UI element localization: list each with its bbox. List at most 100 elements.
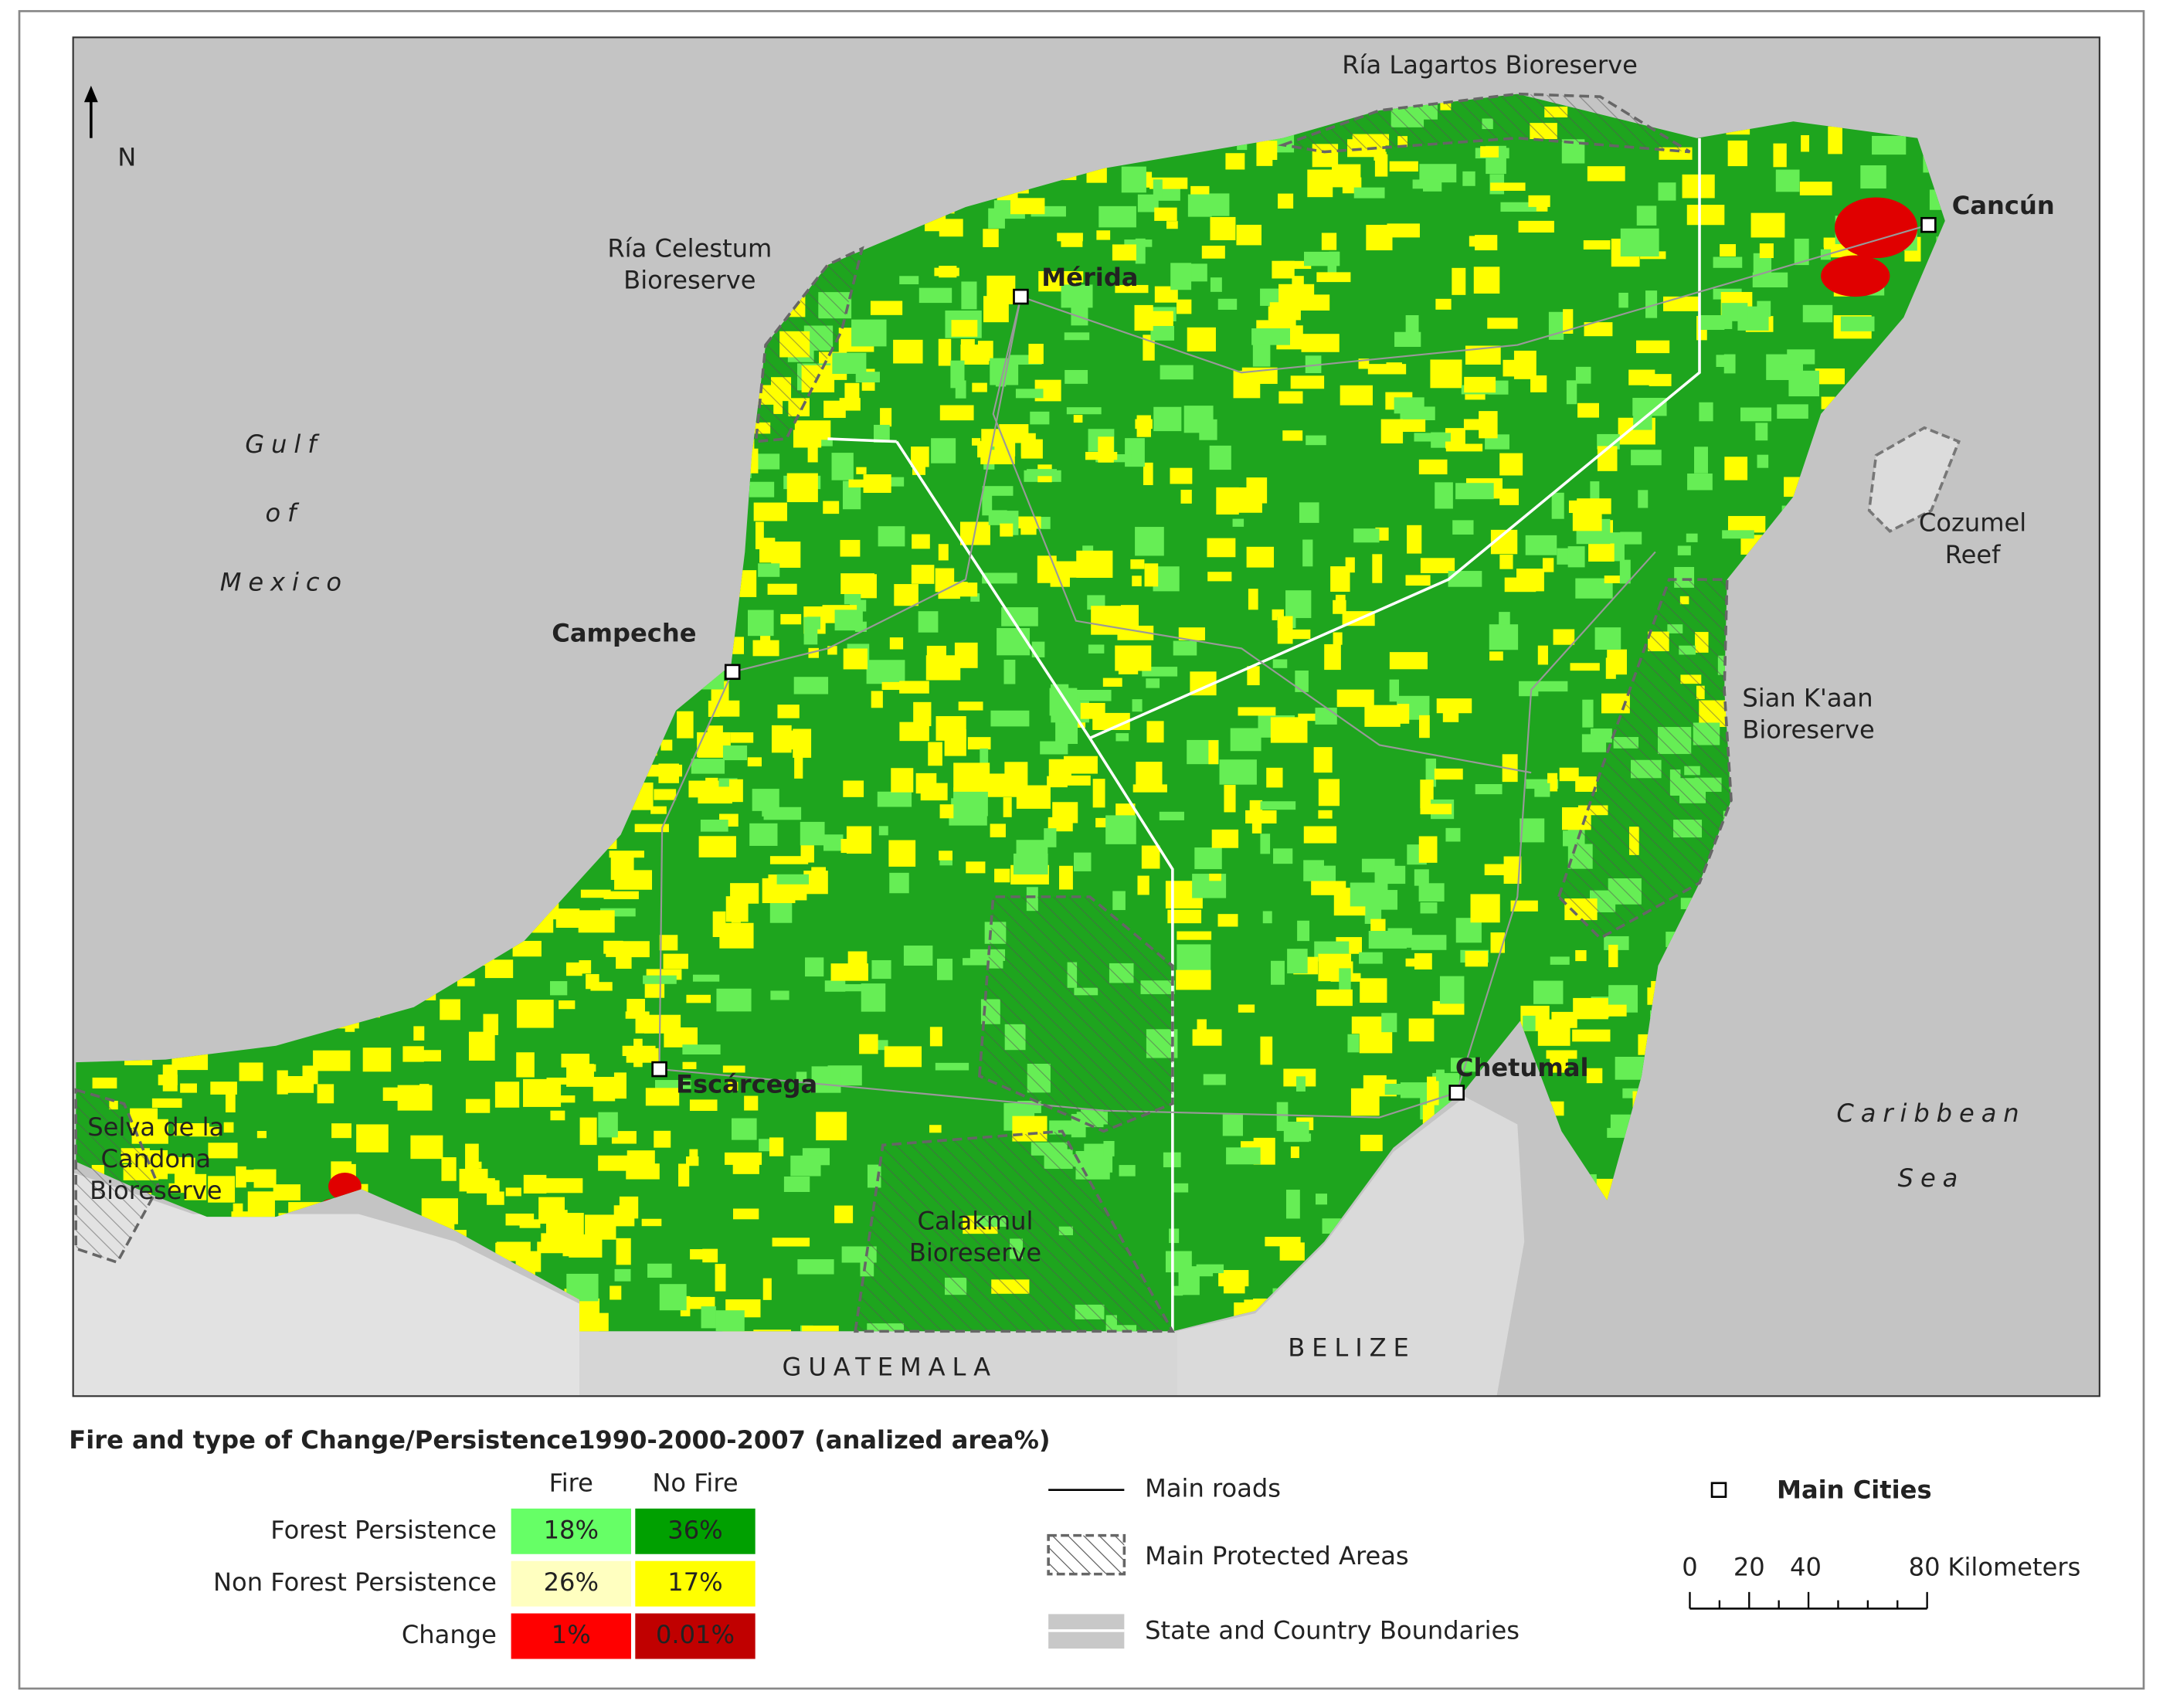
land-cover-patch	[888, 840, 916, 867]
land-cover-patch	[151, 1098, 182, 1108]
land-cover-patch	[1359, 952, 1383, 964]
legend-cell-value: 1%	[552, 1620, 591, 1649]
land-cover-patch	[1303, 826, 1337, 844]
land-cover-patch	[1146, 721, 1164, 743]
land-cover-patch	[939, 804, 954, 819]
north-label: N	[117, 143, 136, 172]
land-cover-patch	[1520, 818, 1545, 843]
land-cover-patch	[990, 823, 1006, 837]
cozumel-island	[1867, 426, 1961, 533]
land-cover-patch	[1307, 169, 1333, 198]
land-cover-patch	[990, 710, 1030, 727]
land-cover-patch	[1723, 354, 1736, 374]
land-cover-patch	[1752, 272, 1788, 288]
land-cover-patch	[715, 1264, 726, 1292]
land-cover-patch	[1384, 1083, 1405, 1095]
land-cover-patch	[983, 229, 999, 247]
land-cover-patch	[641, 1218, 662, 1227]
land-cover-patch	[1374, 865, 1406, 885]
land-cover-patch	[1489, 624, 1519, 650]
land-cover-patch	[871, 691, 883, 708]
land-cover-patch	[1699, 402, 1713, 422]
land-cover-patch	[1170, 263, 1192, 290]
land-cover-patch	[1012, 769, 1022, 792]
land-cover-patch	[811, 867, 827, 885]
land-cover-patch	[516, 1052, 535, 1078]
land-cover-patch	[689, 1099, 718, 1112]
land-cover-patch	[1575, 949, 1587, 962]
land-cover-patch	[1381, 1013, 1397, 1033]
land-cover-patch	[1419, 715, 1430, 739]
land-cover-patch	[1420, 558, 1455, 574]
land-cover-patch	[1003, 659, 1016, 684]
land-cover-patch	[1115, 645, 1152, 671]
land-cover-patch	[410, 1135, 443, 1160]
land-cover-patch	[677, 711, 694, 739]
land-cover-patch	[633, 1038, 643, 1068]
land-cover-patch	[1271, 960, 1285, 985]
land-cover-patch	[1209, 873, 1221, 881]
land-cover-patch	[208, 1176, 236, 1203]
land-cover-patch	[1802, 304, 1833, 323]
land-cover-patch	[1141, 845, 1160, 869]
land-cover-patch	[1724, 457, 1748, 480]
land-cover-patch	[1575, 366, 1591, 384]
land-cover-patch	[1135, 419, 1153, 430]
land-cover-patch	[942, 582, 978, 597]
land-cover-patch	[1031, 641, 1045, 657]
land-cover-patch	[1340, 385, 1374, 406]
land-cover-patch	[769, 1137, 784, 1156]
land-cover-patch	[1628, 369, 1655, 385]
land-cover-patch	[1210, 277, 1222, 292]
land-cover-patch	[1407, 525, 1422, 554]
land-cover-patch	[1465, 950, 1489, 967]
land-cover-patch	[824, 980, 846, 992]
land-cover-patch	[1132, 576, 1142, 586]
land-cover-patch	[1615, 1057, 1645, 1080]
land-cover-patch	[616, 954, 632, 969]
scale-label: 40	[1790, 1553, 1822, 1582]
land-cover-patch	[1513, 350, 1537, 379]
land-cover-patch	[733, 1208, 759, 1220]
land-cover-patch	[277, 1070, 288, 1095]
land-cover-patch	[1727, 515, 1766, 533]
land-cover-patch	[1773, 143, 1787, 168]
protected-area	[854, 1129, 1175, 1333]
land-cover-patch	[1787, 349, 1815, 365]
land-cover-patch	[848, 479, 885, 488]
land-cover-patch	[664, 1027, 698, 1048]
land-cover-patch	[1335, 594, 1346, 613]
land-cover-patch	[1277, 616, 1293, 644]
land-cover-patch	[1281, 260, 1312, 270]
land-cover-patch	[1536, 681, 1568, 692]
land-cover-patch	[1048, 817, 1073, 832]
land-cover-patch	[739, 570, 757, 597]
place-label: Cancún	[1952, 191, 2055, 220]
land-cover-patch	[1347, 1034, 1360, 1053]
land-cover-patch	[880, 408, 892, 427]
land-cover-patch	[903, 946, 933, 966]
land-cover-patch	[823, 400, 846, 418]
land-cover-patch	[834, 1205, 854, 1224]
land-cover-patch	[1597, 433, 1620, 450]
land-cover-patch	[840, 539, 861, 557]
land-cover-patch	[1525, 535, 1557, 555]
land-cover-patch	[1594, 627, 1621, 650]
land-cover-patch	[505, 1187, 521, 1197]
land-cover-patch	[1397, 704, 1410, 724]
land-cover-patch	[1389, 652, 1428, 670]
place-label: Cozumel	[1919, 508, 2026, 538]
land-cover-patch	[1364, 902, 1382, 924]
land-cover-patch	[273, 1184, 301, 1201]
land-cover-patch	[1167, 909, 1202, 924]
land-cover-patch	[1523, 1015, 1536, 1031]
land-cover-patch	[1311, 881, 1346, 895]
land-cover-patch	[1054, 775, 1091, 786]
land-cover-patch	[609, 851, 644, 858]
protected-area	[977, 895, 1174, 1133]
land-cover-patch	[928, 742, 942, 766]
land-cover-patch	[1587, 166, 1625, 182]
land-cover-patch	[647, 1263, 672, 1278]
land-cover-patch	[611, 1131, 637, 1144]
land-cover-patch	[1590, 481, 1600, 502]
